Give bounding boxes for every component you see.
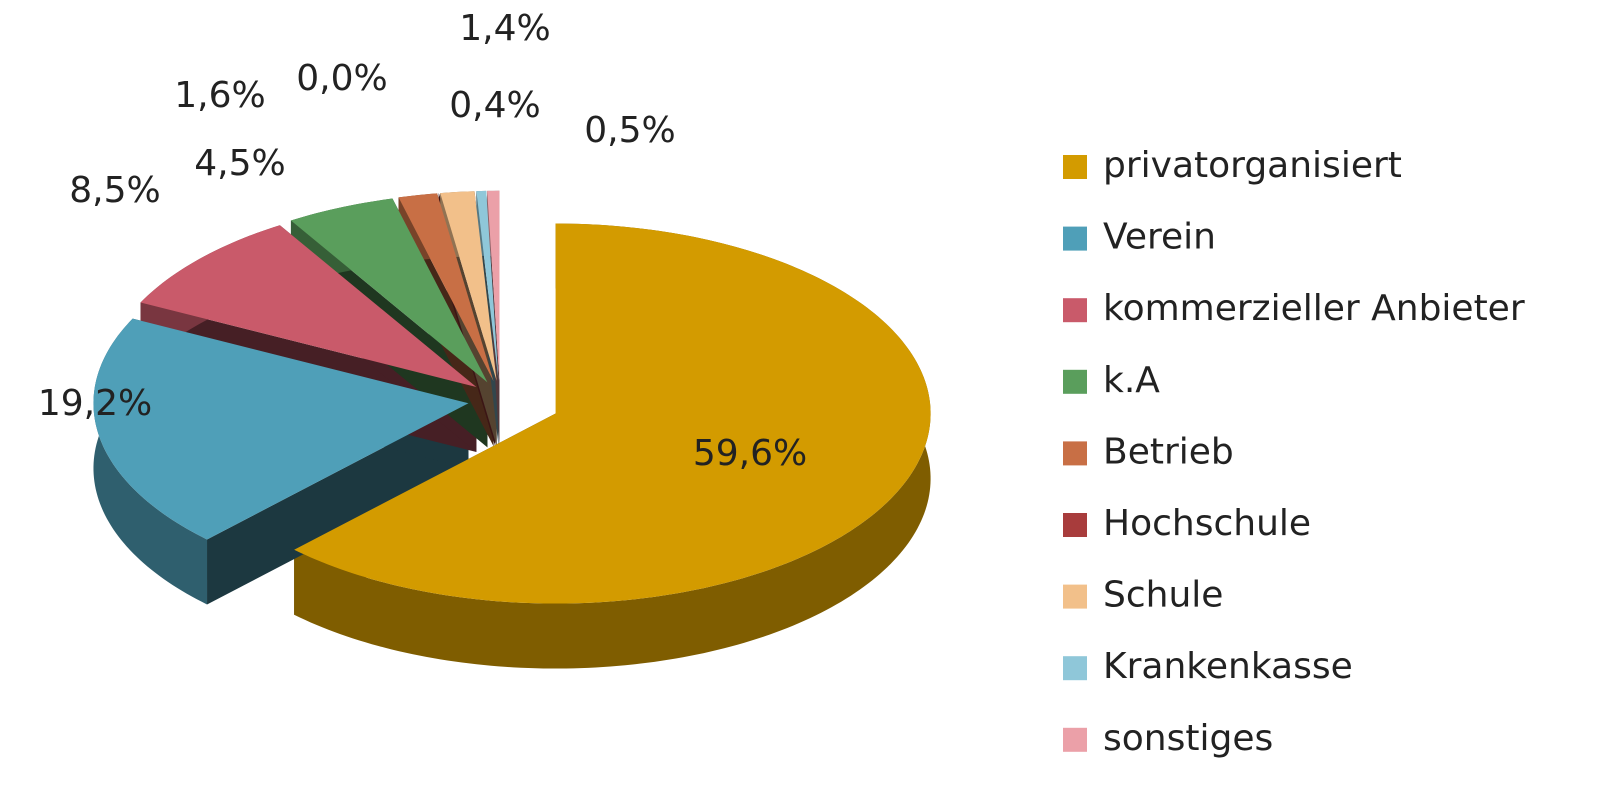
data-label: 1,6% (174, 75, 265, 116)
slice (140, 225, 477, 388)
legend-swatch (1063, 226, 1087, 251)
legend-swatch (1063, 656, 1087, 681)
slice (294, 223, 931, 604)
legend-swatch (1063, 513, 1087, 537)
slice (290, 198, 488, 383)
legend-label: Hochschule (1103, 503, 1311, 544)
slice (440, 191, 497, 381)
slice (93, 318, 469, 540)
data-label: 0,0% (296, 58, 387, 99)
legend-swatch (1063, 155, 1087, 179)
legend-swatch (1063, 369, 1087, 394)
legend-label: privatorganisiert (1103, 145, 1402, 186)
legend-label: k.A (1103, 360, 1160, 401)
data-label: 0,4% (449, 85, 540, 126)
slice (476, 190, 499, 381)
legend-swatch (1063, 584, 1087, 609)
legend-swatch (1063, 727, 1087, 752)
legend-label: Schule (1103, 575, 1223, 616)
legend-label: sonstiges (1103, 718, 1273, 759)
legend-label: Krankenkasse (1103, 646, 1353, 687)
slice-side (294, 223, 931, 669)
legend-swatch (1063, 298, 1087, 323)
legend-label: kommerzieller Anbieter (1103, 288, 1525, 329)
legend-swatch (1063, 441, 1087, 466)
slice (487, 190, 500, 381)
data-label: 8,5% (69, 170, 160, 211)
data-label: 0,5% (584, 110, 675, 151)
legend-label: Betrieb (1103, 431, 1234, 472)
data-label: 59,6% (693, 433, 807, 474)
legend-label: Verein (1103, 217, 1216, 258)
data-label: 1,4% (459, 8, 550, 49)
slice-wall (207, 403, 469, 605)
slice (398, 193, 494, 382)
slice-tops (93, 190, 931, 604)
data-label: 4,5% (194, 143, 285, 184)
data-label: 19,2% (38, 383, 152, 424)
